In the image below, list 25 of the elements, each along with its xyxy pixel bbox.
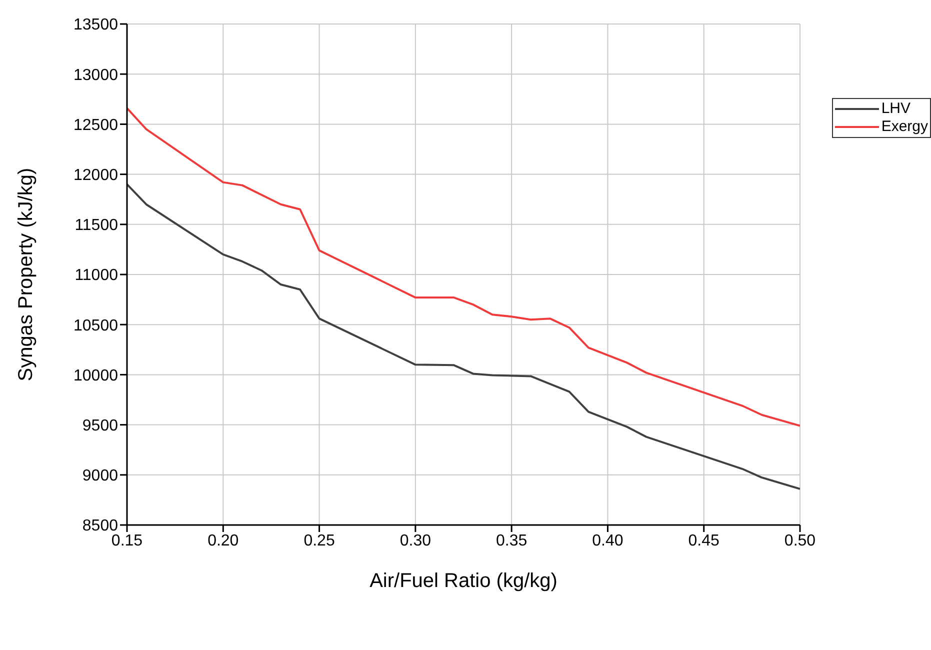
y-tick-label: 12000 xyxy=(74,166,118,184)
legend-label: LHV xyxy=(881,100,910,118)
y-tick-label: 13000 xyxy=(74,66,118,84)
x-axis-title: Air/Fuel Ratio (kg/kg) xyxy=(370,570,558,592)
y-tick-label: 9000 xyxy=(82,468,118,485)
y-tick-label: 12500 xyxy=(74,116,118,134)
x-tick-label: 0.45 xyxy=(688,532,720,550)
x-tick-label: 0.15 xyxy=(111,532,143,550)
line-series xyxy=(127,107,800,427)
y-tick-label: 11000 xyxy=(74,267,118,284)
y-tick-label: 8500 xyxy=(82,518,118,535)
line-series xyxy=(127,183,800,490)
y-tick-label: 13500 xyxy=(74,16,118,34)
y-tick-label: 9500 xyxy=(82,417,118,434)
x-tick-label: 0.50 xyxy=(784,532,816,550)
y-tick-label: 10000 xyxy=(74,367,118,384)
x-tick-label: 0.25 xyxy=(304,532,335,550)
y-axis-title: Syngas Property (kJ/kg) xyxy=(15,168,38,382)
x-tick-label: 0.35 xyxy=(496,532,528,550)
x-tick-label: 0.30 xyxy=(400,532,432,550)
x-tick-label: 0.40 xyxy=(592,532,624,550)
y-tick-label: 11500 xyxy=(74,217,118,234)
y-tick-label: 10500 xyxy=(74,317,118,334)
legend-label: Exergy xyxy=(881,118,928,136)
x-tick-label: 0.20 xyxy=(208,532,239,550)
